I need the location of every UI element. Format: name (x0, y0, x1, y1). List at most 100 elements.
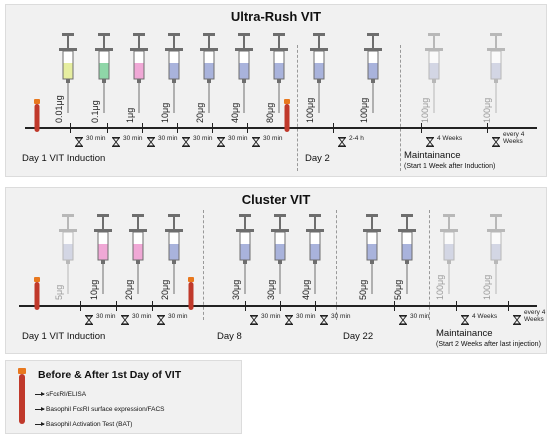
interval-label: 30 min (261, 313, 281, 320)
interval-label: 4 Weeks (437, 135, 463, 142)
hourglass-icon (426, 134, 434, 152)
timeline-tick (333, 123, 334, 133)
hourglass-icon (513, 312, 521, 330)
timeline-tick (212, 123, 213, 133)
arrow-icon (35, 422, 45, 426)
timeline-tick (152, 301, 153, 311)
timeline-tick (315, 301, 316, 311)
timeline-tick (456, 301, 457, 311)
interval-label: 30 min (296, 313, 316, 320)
syringe-icon (424, 33, 444, 120)
interval-label: every 4 Weeks (524, 309, 546, 323)
timeline (25, 127, 537, 129)
section-divider (203, 210, 204, 320)
dose-label: 80μg (265, 102, 275, 123)
hourglass-icon (85, 312, 93, 330)
syringe-icon (363, 33, 383, 120)
dose-label: 40μg (230, 102, 240, 123)
timeline (19, 305, 537, 307)
day-note: (Start 1 Week after Induction) (404, 163, 496, 170)
dose-label: 50μg (358, 279, 368, 300)
syringe-icon (309, 33, 329, 120)
dose-label: 1μg (125, 107, 135, 123)
dose-label: 100μg (482, 97, 492, 123)
interval-label: 30 min (86, 135, 106, 142)
interval-label: 30 min (193, 135, 213, 142)
blood-tube-icon (187, 277, 195, 316)
interval-label: 30 min (123, 135, 143, 142)
section-divider (400, 45, 401, 171)
interval-label: every 4 Weeks (503, 131, 525, 145)
day-label: Day 8 (217, 331, 242, 342)
syringe-icon (164, 33, 184, 120)
syringe-icon (164, 214, 184, 301)
interval-label: 30 min (96, 313, 116, 320)
interval-label: 30 min (263, 135, 283, 142)
syringe-icon (129, 33, 149, 120)
syringe-icon (270, 214, 290, 301)
syringe-icon (58, 214, 78, 301)
dose-label: 20μg (124, 279, 134, 300)
hourglass-icon (147, 134, 155, 152)
hourglass-icon (492, 134, 500, 152)
panel-title: Cluster VIT (241, 192, 311, 207)
hourglass-icon (182, 134, 190, 152)
legend-item: sFcεRI/ELISA (46, 391, 87, 398)
dose-label: 20μg (160, 279, 170, 300)
day-label: Day 22 (343, 331, 374, 342)
syringe-icon (397, 214, 417, 301)
panel-title: Ultra-Rush VIT (230, 9, 322, 24)
hourglass-icon (157, 312, 165, 330)
timeline-tick (487, 123, 488, 133)
dose-label: 50μg (393, 279, 403, 300)
dose-label: 30μg (266, 279, 276, 300)
interval-label: 4 Weeks (472, 313, 498, 320)
day-note: (Start 2 Weeks after last injection) (436, 341, 541, 348)
timeline-tick (245, 301, 246, 311)
day-label: Day 1 VIT Induction (22, 153, 106, 164)
day-label: Day 1 VIT Induction (22, 331, 106, 342)
syringe-icon (305, 214, 325, 301)
dose-label: 100μg (420, 97, 430, 123)
interval-label: 30 min (331, 313, 351, 320)
syringe-icon (94, 33, 114, 120)
timeline-tick (116, 301, 117, 311)
syringe-icon (486, 214, 506, 301)
dose-label: 100μg (305, 97, 315, 123)
timeline-tick (394, 301, 395, 311)
interval-label: 30 min (132, 313, 152, 320)
timeline-tick (177, 123, 178, 133)
hourglass-icon (285, 312, 293, 330)
syringe-icon (362, 214, 382, 301)
dose-label: 10μg (89, 279, 99, 300)
hourglass-icon (112, 134, 120, 152)
hourglass-icon (121, 312, 129, 330)
section-divider (336, 210, 337, 320)
ultra-rush-panel: Ultra-Rush VIT Day 1 VIT Induction Day 2… (5, 4, 547, 177)
timeline-tick (247, 123, 248, 133)
hourglass-icon (338, 134, 346, 152)
hourglass-icon (217, 134, 225, 152)
day-label: Day 2 (305, 153, 330, 164)
dose-label: 20μg (195, 102, 205, 123)
dose-label: 100μg (482, 274, 492, 300)
blood-tube-icon (33, 99, 41, 138)
timeline-tick (142, 123, 143, 133)
syringe-icon (199, 33, 219, 120)
syringe-icon (234, 33, 254, 120)
blood-tube-icon (283, 99, 291, 138)
legend-title: Before & After 1st Day of VIT (38, 369, 182, 381)
syringe-icon (58, 33, 78, 120)
legend-box: Before & After 1st Day of VIT sFcεRI/ELI… (5, 360, 242, 434)
section-divider (429, 210, 430, 320)
interval-label: 30 min (158, 135, 178, 142)
hourglass-icon (250, 312, 258, 330)
day-label: Maintainance (404, 150, 461, 161)
section-divider (297, 45, 298, 171)
arrow-icon (35, 392, 45, 396)
hourglass-icon (399, 312, 407, 330)
arrow-icon (35, 407, 45, 411)
syringe-icon (269, 33, 289, 120)
timeline-tick (421, 123, 422, 133)
dose-label: 100μg (435, 274, 445, 300)
